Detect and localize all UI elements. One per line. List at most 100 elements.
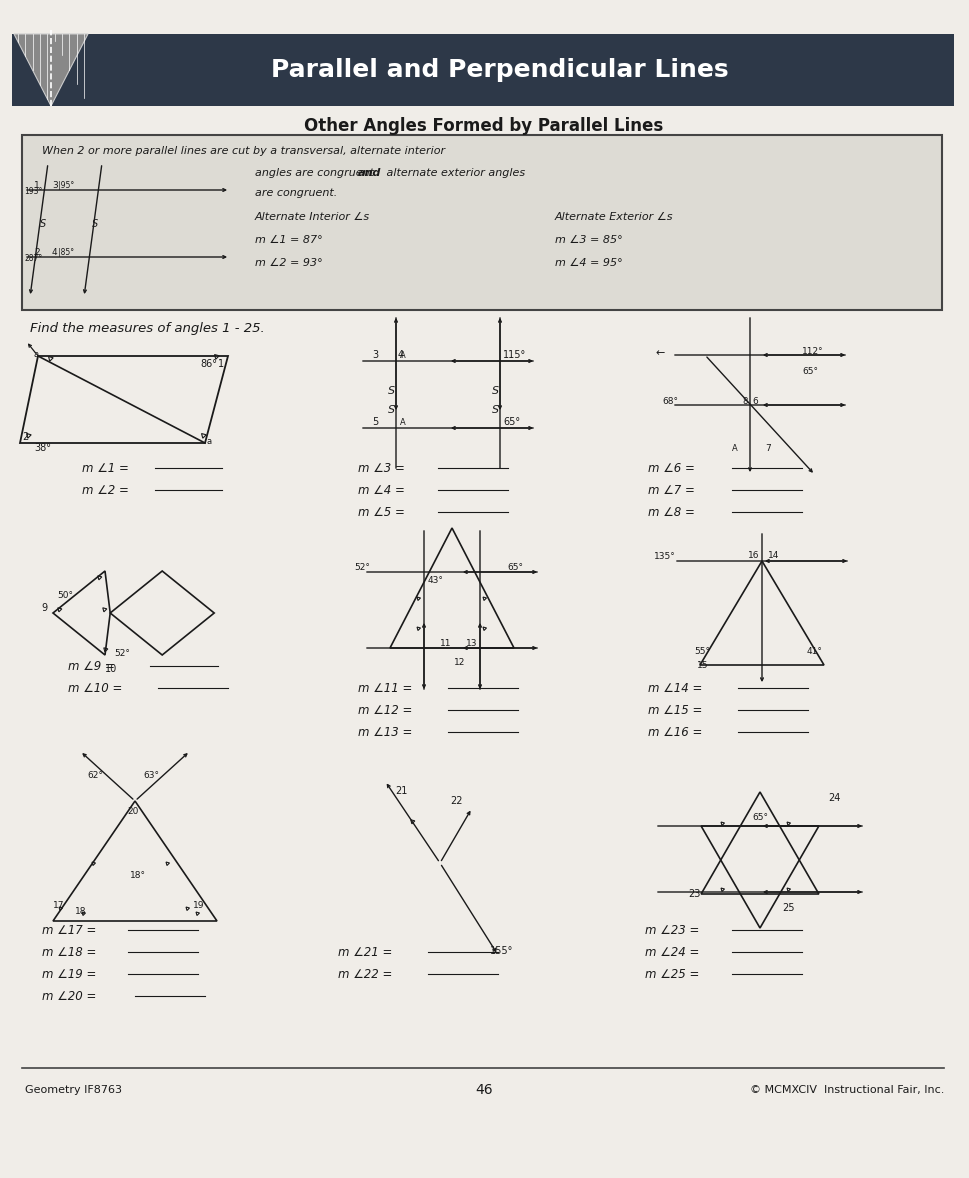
Text: m ∠3 =: m ∠3 =	[358, 462, 405, 475]
Text: |85°: |85°	[58, 247, 74, 257]
Text: are congruent.: are congruent.	[255, 188, 337, 198]
Text: A: A	[732, 443, 737, 452]
Text: m ∠20 =: m ∠20 =	[42, 990, 96, 1002]
Text: m ∠11 =: m ∠11 =	[358, 682, 413, 695]
Text: 68°: 68°	[662, 397, 678, 405]
Text: m ∠2 = 93°: m ∠2 = 93°	[255, 258, 323, 269]
Text: 24: 24	[828, 793, 840, 803]
Text: 65°: 65°	[752, 814, 768, 822]
Text: A: A	[400, 417, 406, 426]
Text: S: S	[92, 218, 98, 229]
Text: m ∠15 =: m ∠15 =	[648, 703, 703, 716]
Text: 38°: 38°	[34, 443, 51, 454]
Text: 5: 5	[372, 417, 378, 426]
Text: © MCMXCIV  Instructional Fair, Inc.: © MCMXCIV Instructional Fair, Inc.	[750, 1085, 944, 1096]
Text: S: S	[492, 404, 499, 415]
Text: 8: 8	[742, 397, 747, 405]
Polygon shape	[14, 34, 88, 106]
Text: 22: 22	[450, 796, 462, 806]
Text: Geometry IF8763: Geometry IF8763	[25, 1085, 122, 1096]
Text: 4: 4	[398, 350, 404, 360]
Text: 65°: 65°	[507, 563, 523, 571]
Text: When 2 or more parallel lines are cut by a transversal, alternate interior: When 2 or more parallel lines are cut by…	[42, 146, 445, 155]
Text: a: a	[33, 350, 38, 358]
Text: 52°: 52°	[114, 649, 130, 657]
Text: 115°: 115°	[503, 350, 526, 360]
Text: 1: 1	[218, 359, 224, 369]
Text: S: S	[492, 385, 499, 396]
Text: 50°: 50°	[57, 590, 73, 600]
Text: 12: 12	[454, 657, 465, 667]
Text: |95°: |95°	[58, 180, 75, 190]
Text: 18: 18	[75, 907, 86, 915]
Text: 1: 1	[34, 180, 40, 190]
Text: 10: 10	[105, 664, 117, 674]
Text: 155°: 155°	[490, 946, 514, 957]
Text: m ∠13 =: m ∠13 =	[358, 726, 413, 739]
Text: m ∠23 =: m ∠23 =	[645, 924, 700, 937]
Text: m ∠8 =: m ∠8 =	[648, 505, 695, 518]
Bar	[12, 34, 954, 106]
Text: Parallel and Perpendicular Lines: Parallel and Perpendicular Lines	[271, 58, 729, 82]
FancyBboxPatch shape	[22, 135, 942, 310]
Text: 17: 17	[53, 900, 65, 909]
Text: S: S	[388, 385, 395, 396]
Text: angles are congruent: angles are congruent	[255, 168, 378, 178]
Text: 13: 13	[466, 638, 478, 648]
Text: m ∠1 = 87°: m ∠1 = 87°	[255, 234, 323, 245]
Text: m ∠25 =: m ∠25 =	[645, 967, 700, 980]
Text: alternate exterior angles: alternate exterior angles	[383, 168, 525, 178]
Text: 4: 4	[52, 247, 57, 257]
Text: S: S	[388, 404, 395, 415]
Text: S: S	[40, 218, 47, 229]
Text: 62°: 62°	[87, 770, 103, 780]
Text: m ∠18 =: m ∠18 =	[42, 946, 96, 959]
Text: 41°: 41°	[807, 647, 823, 655]
Text: Find the measures of angles 1 - 25.: Find the measures of angles 1 - 25.	[30, 322, 265, 335]
Text: A: A	[400, 351, 406, 359]
Text: 287°: 287°	[24, 253, 43, 263]
Text: m ∠22 =: m ∠22 =	[338, 967, 392, 980]
Text: 6: 6	[752, 397, 758, 405]
Text: 3: 3	[372, 350, 378, 360]
Text: Other Angles Formed by Parallel Lines: Other Angles Formed by Parallel Lines	[304, 117, 664, 135]
Text: 18°: 18°	[130, 871, 146, 880]
Text: 16: 16	[748, 550, 760, 560]
Text: 9: 9	[41, 603, 47, 613]
Text: 14: 14	[768, 550, 779, 560]
Text: 2: 2	[34, 247, 40, 257]
Text: m ∠19 =: m ∠19 =	[42, 967, 96, 980]
Text: 2: 2	[22, 432, 28, 442]
Text: 20: 20	[127, 807, 139, 815]
Text: m ∠6 =: m ∠6 =	[648, 462, 695, 475]
Text: a: a	[207, 437, 212, 445]
Text: 63°: 63°	[143, 770, 159, 780]
Text: m ∠17 =: m ∠17 =	[42, 924, 96, 937]
Text: m ∠7 =: m ∠7 =	[648, 483, 695, 496]
Text: 23: 23	[688, 889, 701, 899]
Text: 19: 19	[193, 900, 204, 909]
Text: and: and	[358, 168, 382, 178]
Text: 43°: 43°	[428, 576, 444, 584]
Text: m ∠4 = 95°: m ∠4 = 95°	[555, 258, 623, 269]
Text: 65°: 65°	[503, 417, 520, 426]
Text: m ∠21 =: m ∠21 =	[338, 946, 392, 959]
Text: 112°: 112°	[802, 346, 824, 356]
Text: 55°: 55°	[694, 647, 710, 655]
Text: m ∠16 =: m ∠16 =	[648, 726, 703, 739]
Text: 25: 25	[782, 904, 795, 913]
Text: m ∠5 =: m ∠5 =	[358, 505, 405, 518]
Text: m ∠12 =: m ∠12 =	[358, 703, 413, 716]
Text: 52°: 52°	[354, 563, 370, 571]
Text: m ∠9 =: m ∠9 =	[68, 660, 115, 673]
Text: m ∠24 =: m ∠24 =	[645, 946, 700, 959]
Text: 21: 21	[395, 786, 407, 796]
Text: Alternate Exterior ∠s: Alternate Exterior ∠s	[555, 212, 673, 221]
Text: ←: ←	[655, 348, 665, 358]
Text: 46: 46	[475, 1083, 493, 1097]
Text: 11: 11	[440, 638, 452, 648]
Text: m ∠14 =: m ∠14 =	[648, 682, 703, 695]
Text: m ∠1 =: m ∠1 =	[82, 462, 129, 475]
Text: m ∠10 =: m ∠10 =	[68, 682, 122, 695]
Text: 65°: 65°	[802, 366, 818, 376]
